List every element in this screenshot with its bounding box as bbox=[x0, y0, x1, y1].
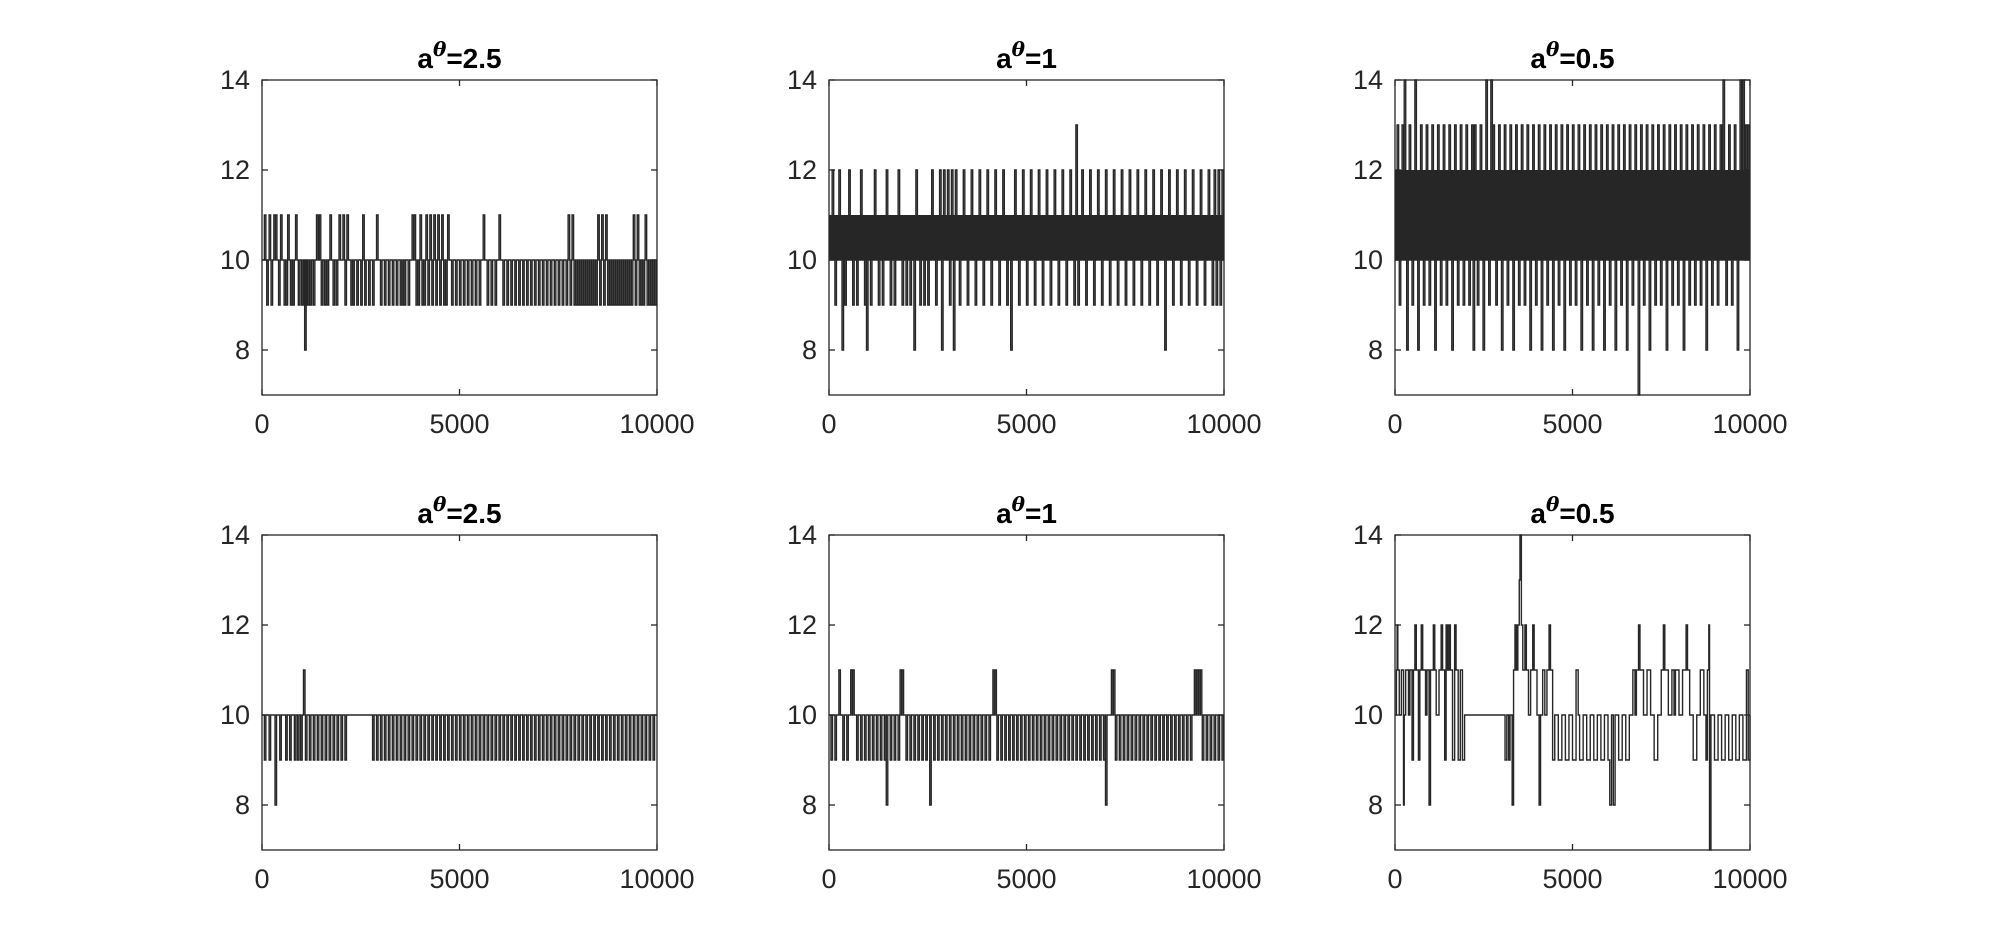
y-tick-label: 12 bbox=[787, 155, 817, 185]
y-tick-label: 14 bbox=[220, 520, 250, 550]
y-tick-label: 12 bbox=[1353, 155, 1383, 185]
x-tick-label: 5000 bbox=[996, 409, 1056, 439]
title-base: a bbox=[1530, 498, 1546, 529]
y-tick-label: 8 bbox=[802, 790, 817, 820]
subplot-title: aθ=1 bbox=[996, 37, 1057, 74]
y-tick-label: 8 bbox=[235, 790, 250, 820]
y-tick-label: 10 bbox=[220, 245, 250, 275]
title-superscript: θ bbox=[1012, 37, 1026, 61]
x-tick-label: 10000 bbox=[1186, 864, 1261, 894]
subplot-2: 8 10 12 14 0 5000 10000 aθ=1 bbox=[787, 37, 1262, 439]
subplot-5: 8 10 12 14 0 5000 10000 aθ=1 bbox=[787, 492, 1262, 894]
y-tick-label: 8 bbox=[235, 335, 250, 365]
subplot-title: aθ=0.5 bbox=[1530, 492, 1614, 529]
x-tick-label: 10000 bbox=[1712, 409, 1787, 439]
y-tick-label: 10 bbox=[787, 245, 817, 275]
title-value: =1 bbox=[1025, 43, 1057, 74]
title-base: a bbox=[417, 498, 433, 529]
title-base: a bbox=[1530, 43, 1546, 74]
y-tick-label: 12 bbox=[220, 610, 250, 640]
subplot-6: 8 10 12 14 0 5000 10000 aθ=0.5 bbox=[1353, 492, 1788, 894]
data-trace bbox=[1395, 79, 1751, 396]
y-tick-label: 12 bbox=[787, 610, 817, 640]
y-tick-label: 14 bbox=[787, 65, 817, 95]
title-superscript: θ bbox=[1546, 37, 1560, 61]
subplot-title: aθ=2.5 bbox=[417, 37, 501, 74]
y-tick-label: 14 bbox=[787, 520, 817, 550]
title-base: a bbox=[417, 43, 433, 74]
y-tick-label: 10 bbox=[1353, 245, 1383, 275]
x-tick-label: 5000 bbox=[1542, 864, 1602, 894]
axes-frame bbox=[1394, 534, 1751, 851]
x-tick-label: 10000 bbox=[619, 409, 694, 439]
y-tick-label: 8 bbox=[802, 335, 817, 365]
data-trace bbox=[829, 669, 1225, 806]
title-superscript: θ bbox=[1012, 492, 1026, 516]
y-tick-label: 14 bbox=[1353, 520, 1383, 550]
data-trace bbox=[1395, 534, 1751, 851]
title-superscript: θ bbox=[1546, 492, 1560, 516]
title-value: =2.5 bbox=[446, 498, 501, 529]
x-tick-label: 10000 bbox=[1712, 864, 1787, 894]
data-trace bbox=[262, 214, 658, 351]
data-trace bbox=[829, 124, 1225, 351]
title-base: a bbox=[996, 43, 1012, 74]
x-tick-label: 5000 bbox=[429, 409, 489, 439]
x-tick-label: 0 bbox=[1387, 409, 1402, 439]
title-value: =1 bbox=[1025, 498, 1057, 529]
title-value: =0.5 bbox=[1559, 498, 1614, 529]
y-tick-label: 10 bbox=[787, 700, 817, 730]
y-tick-label: 12 bbox=[1353, 610, 1383, 640]
title-base: a bbox=[996, 498, 1012, 529]
x-tick-label: 0 bbox=[821, 864, 836, 894]
x-tick-label: 0 bbox=[1387, 864, 1402, 894]
title-superscript: θ bbox=[433, 492, 447, 516]
x-tick-label: 0 bbox=[254, 864, 269, 894]
title-value: =2.5 bbox=[446, 43, 501, 74]
title-superscript: θ bbox=[433, 37, 447, 61]
axes-frame bbox=[261, 534, 658, 851]
y-tick-label: 8 bbox=[1368, 335, 1383, 365]
x-tick-label: 5000 bbox=[429, 864, 489, 894]
y-tick-label: 14 bbox=[220, 65, 250, 95]
x-tick-label: 10000 bbox=[619, 864, 694, 894]
subplot-title: aθ=2.5 bbox=[417, 492, 501, 529]
y-tick-label: 8 bbox=[1368, 790, 1383, 820]
x-tick-label: 0 bbox=[821, 409, 836, 439]
y-tick-label: 10 bbox=[220, 700, 250, 730]
x-tick-label: 5000 bbox=[1542, 409, 1602, 439]
title-value: =0.5 bbox=[1559, 43, 1614, 74]
subplot-title: aθ=1 bbox=[996, 492, 1057, 529]
subplot-title: aθ=0.5 bbox=[1530, 37, 1614, 74]
data-trace bbox=[262, 669, 657, 806]
subplot-1: 8 10 12 14 0 5000 10000 aθ=2.5 bbox=[220, 37, 695, 439]
y-tick-label: 10 bbox=[1353, 700, 1383, 730]
x-tick-label: 0 bbox=[254, 409, 269, 439]
dense-band bbox=[829, 215, 1224, 260]
subplot-3: 8 10 12 14 0 5000 10000 aθ=0.5 bbox=[1353, 37, 1788, 439]
y-tick-label: 14 bbox=[1353, 65, 1383, 95]
y-tick-label: 12 bbox=[220, 155, 250, 185]
x-tick-label: 10000 bbox=[1186, 409, 1261, 439]
x-tick-label: 5000 bbox=[996, 864, 1056, 894]
subplot-4: 8 10 12 14 0 5000 10000 aθ=2.5 bbox=[220, 492, 695, 894]
